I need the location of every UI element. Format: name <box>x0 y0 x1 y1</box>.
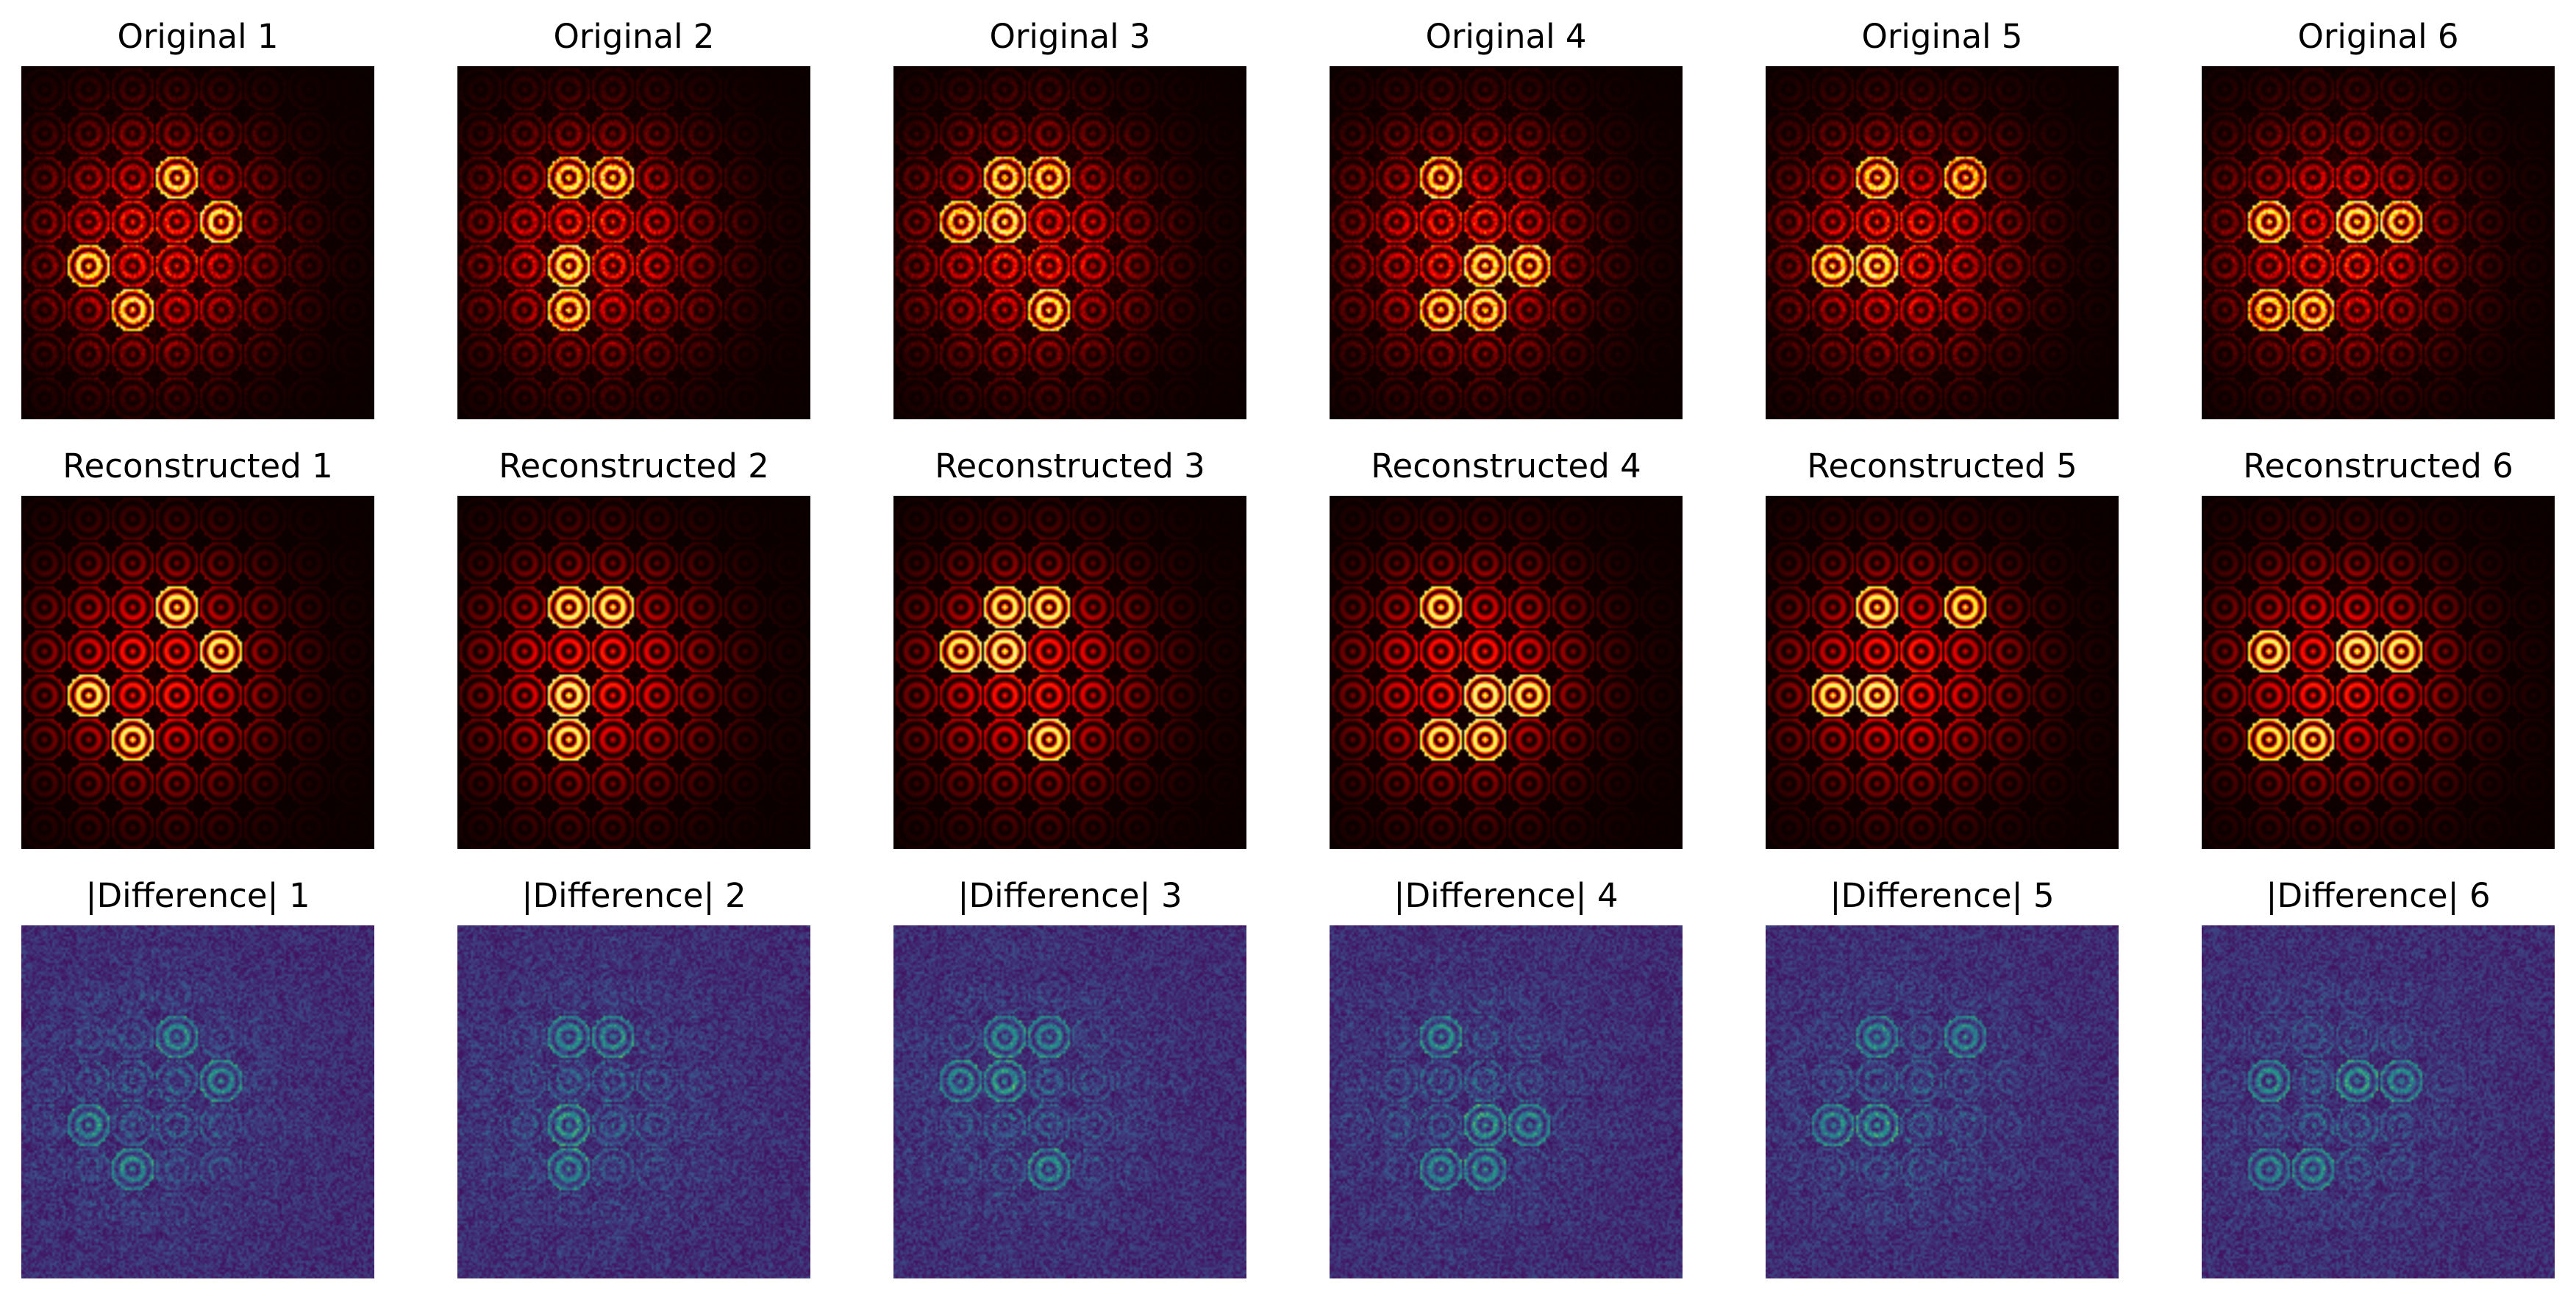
heatmap-image <box>21 496 374 849</box>
heatmap-image <box>893 66 1246 419</box>
panel-title: Original 5 <box>1861 17 2023 56</box>
panel-title: |Difference| 5 <box>1830 876 2055 915</box>
panel-title: Original 3 <box>989 17 1151 56</box>
panel-title: Reconstructed 3 <box>935 447 1205 485</box>
heatmap-image <box>1766 925 2119 1278</box>
heatmap-image <box>1766 66 2119 419</box>
heatmap-image <box>893 925 1246 1278</box>
heatmap-image <box>1330 496 1683 849</box>
heatmap-image <box>1766 496 2119 849</box>
panel-title: Reconstructed 4 <box>1371 447 1641 485</box>
panel-title: Original 2 <box>553 17 715 56</box>
heatmap-image <box>457 496 810 849</box>
panel-title: Reconstructed 6 <box>2243 447 2513 485</box>
heatmap-image <box>457 66 810 419</box>
panel-title: Original 6 <box>2297 17 2459 56</box>
heatmap-image <box>893 496 1246 849</box>
panel-title: Reconstructed 2 <box>499 447 769 485</box>
panel-title: |Difference| 6 <box>2266 876 2491 915</box>
heatmap-image <box>21 66 374 419</box>
heatmap-image <box>1330 66 1683 419</box>
panel-title: |Difference| 3 <box>957 876 1182 915</box>
heatmap-image <box>1330 925 1683 1278</box>
panel-title: Reconstructed 1 <box>63 447 333 485</box>
heatmap-image <box>457 925 810 1278</box>
heatmap-image <box>2202 66 2555 419</box>
panel-title: Original 1 <box>117 17 279 56</box>
panel-title: Reconstructed 5 <box>1807 447 2077 485</box>
panel-title: |Difference| 4 <box>1394 876 1619 915</box>
heatmap-image <box>2202 925 2555 1278</box>
heatmap-image <box>2202 496 2555 849</box>
panel-title: |Difference| 2 <box>521 876 746 915</box>
panel-title: Original 4 <box>1425 17 1587 56</box>
panel-title: |Difference| 1 <box>85 876 310 915</box>
heatmap-image <box>21 925 374 1278</box>
